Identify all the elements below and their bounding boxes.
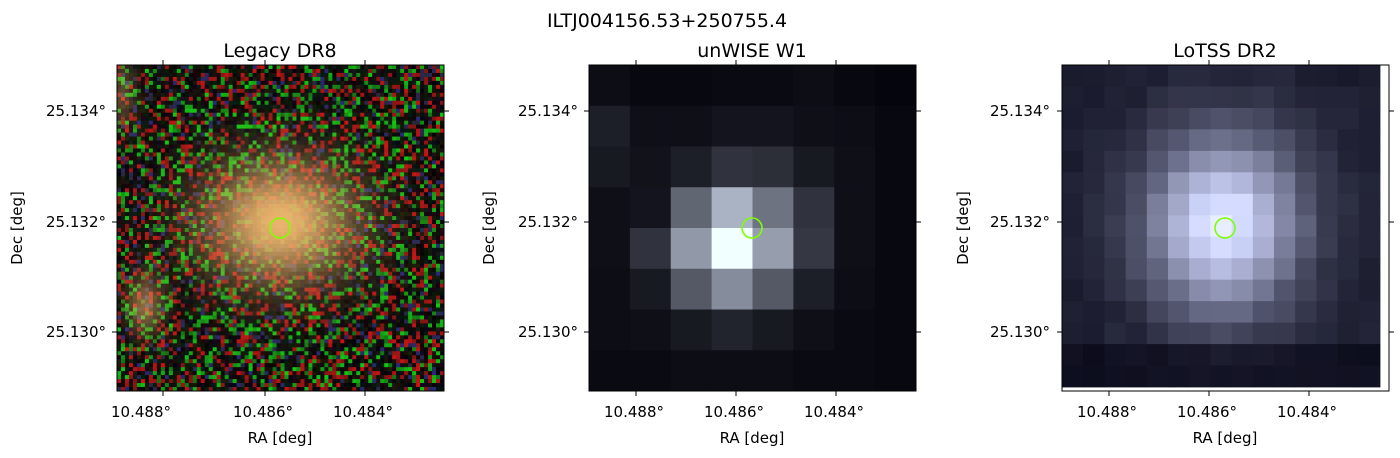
xtick-label: 10.484° (333, 403, 393, 421)
axis-ticks (584, 60, 921, 396)
ytick-label: 25.134° (46, 102, 106, 120)
unwise-image (589, 65, 917, 392)
panel-title: LoTSS DR2 (1173, 40, 1277, 62)
ytick-label: 25.132° (46, 213, 106, 231)
xtick-label: 10.488° (111, 403, 171, 421)
xtick-label: 10.488° (604, 403, 664, 421)
lotss-image (1062, 65, 1389, 391)
axis-ticks (1057, 60, 1394, 396)
x-axis-label: RA [deg] (1193, 429, 1258, 447)
panel-lotss: LoTSS DR2 10.488° 10.486° 10.484° 25.134… (954, 40, 1394, 447)
y-axis-label: Dec [deg] (8, 191, 26, 265)
xtick-label: 10.484° (1277, 403, 1337, 421)
ytick-label: 25.134° (990, 102, 1050, 120)
xtick-label: 10.488° (1077, 403, 1137, 421)
panel-unwise: unWISE W1 10.488° 10.486° 10.484° 25.134… (480, 40, 921, 447)
legacy-image (117, 65, 445, 392)
ytick-label: 25.130° (46, 323, 106, 341)
axis-ticks (112, 60, 449, 396)
axes-frame (588, 64, 917, 392)
source-marker-icon (269, 217, 291, 239)
xtick-label: 10.486° (233, 403, 293, 421)
axes-frame (1061, 64, 1390, 392)
ytick-label: 25.130° (518, 323, 578, 341)
y-axis-label: Dec [deg] (954, 191, 972, 265)
ytick-label: 25.132° (990, 213, 1050, 231)
xtick-label: 10.486° (1177, 403, 1237, 421)
panel-title: Legacy DR8 (223, 40, 336, 62)
xtick-label: 10.486° (704, 403, 764, 421)
ytick-label: 25.132° (518, 213, 578, 231)
x-axis-label: RA [deg] (248, 429, 313, 447)
axes-frame (116, 64, 445, 392)
panel-title: unWISE W1 (697, 40, 806, 62)
xtick-label: 10.484° (804, 403, 864, 421)
ytick-label: 25.134° (518, 102, 578, 120)
ytick-label: 25.130° (990, 323, 1050, 341)
x-axis-label: RA [deg] (720, 429, 785, 447)
figure-title: ILTJ004156.53+250755.4 (547, 10, 787, 32)
source-marker-icon (741, 217, 763, 239)
y-axis-label: Dec [deg] (480, 191, 498, 265)
source-marker-icon (1214, 217, 1236, 239)
panel-legacy: Legacy DR8 10.488° 10.486° 10.484° 25.13… (8, 40, 449, 447)
